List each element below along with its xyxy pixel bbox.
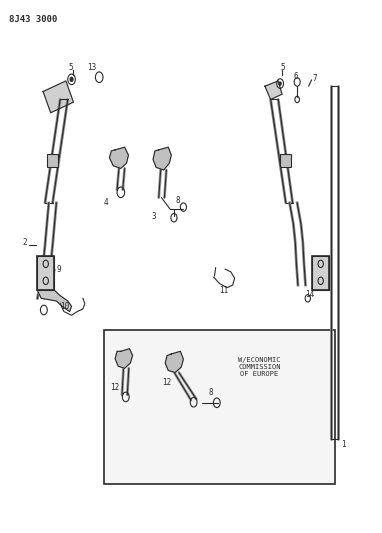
Text: W/ECONOMIC
COMMISSION
OF EUROPE: W/ECONOMIC COMMISSION OF EUROPE — [238, 357, 280, 377]
Polygon shape — [110, 147, 128, 168]
Text: 2: 2 — [22, 238, 27, 247]
Text: 8J43 3000: 8J43 3000 — [9, 15, 57, 25]
Bar — [280, 154, 291, 167]
Polygon shape — [43, 81, 73, 113]
Text: 14: 14 — [305, 289, 314, 298]
Bar — [37, 256, 55, 290]
Polygon shape — [115, 349, 133, 368]
Text: 5: 5 — [69, 63, 73, 72]
Bar — [104, 330, 335, 484]
Text: 8: 8 — [208, 388, 213, 397]
Bar — [312, 256, 329, 290]
Text: 12: 12 — [110, 383, 120, 392]
Bar — [312, 256, 329, 290]
Text: 3: 3 — [151, 212, 156, 221]
Text: 10: 10 — [60, 302, 70, 311]
Text: 12: 12 — [163, 377, 172, 386]
Polygon shape — [265, 81, 282, 100]
Text: 7: 7 — [312, 74, 317, 83]
Bar — [47, 154, 58, 167]
Text: 11: 11 — [219, 286, 229, 295]
Text: 6: 6 — [293, 72, 298, 81]
Text: 9: 9 — [57, 265, 61, 273]
Text: 4: 4 — [104, 198, 108, 207]
Text: 1: 1 — [341, 440, 345, 449]
Text: 8: 8 — [176, 196, 180, 205]
Circle shape — [279, 82, 281, 85]
Polygon shape — [37, 290, 71, 312]
Text: 13: 13 — [87, 63, 96, 72]
Text: 5: 5 — [280, 63, 285, 72]
Circle shape — [70, 77, 73, 82]
Bar — [37, 256, 55, 290]
Polygon shape — [153, 147, 171, 170]
Polygon shape — [165, 351, 183, 373]
